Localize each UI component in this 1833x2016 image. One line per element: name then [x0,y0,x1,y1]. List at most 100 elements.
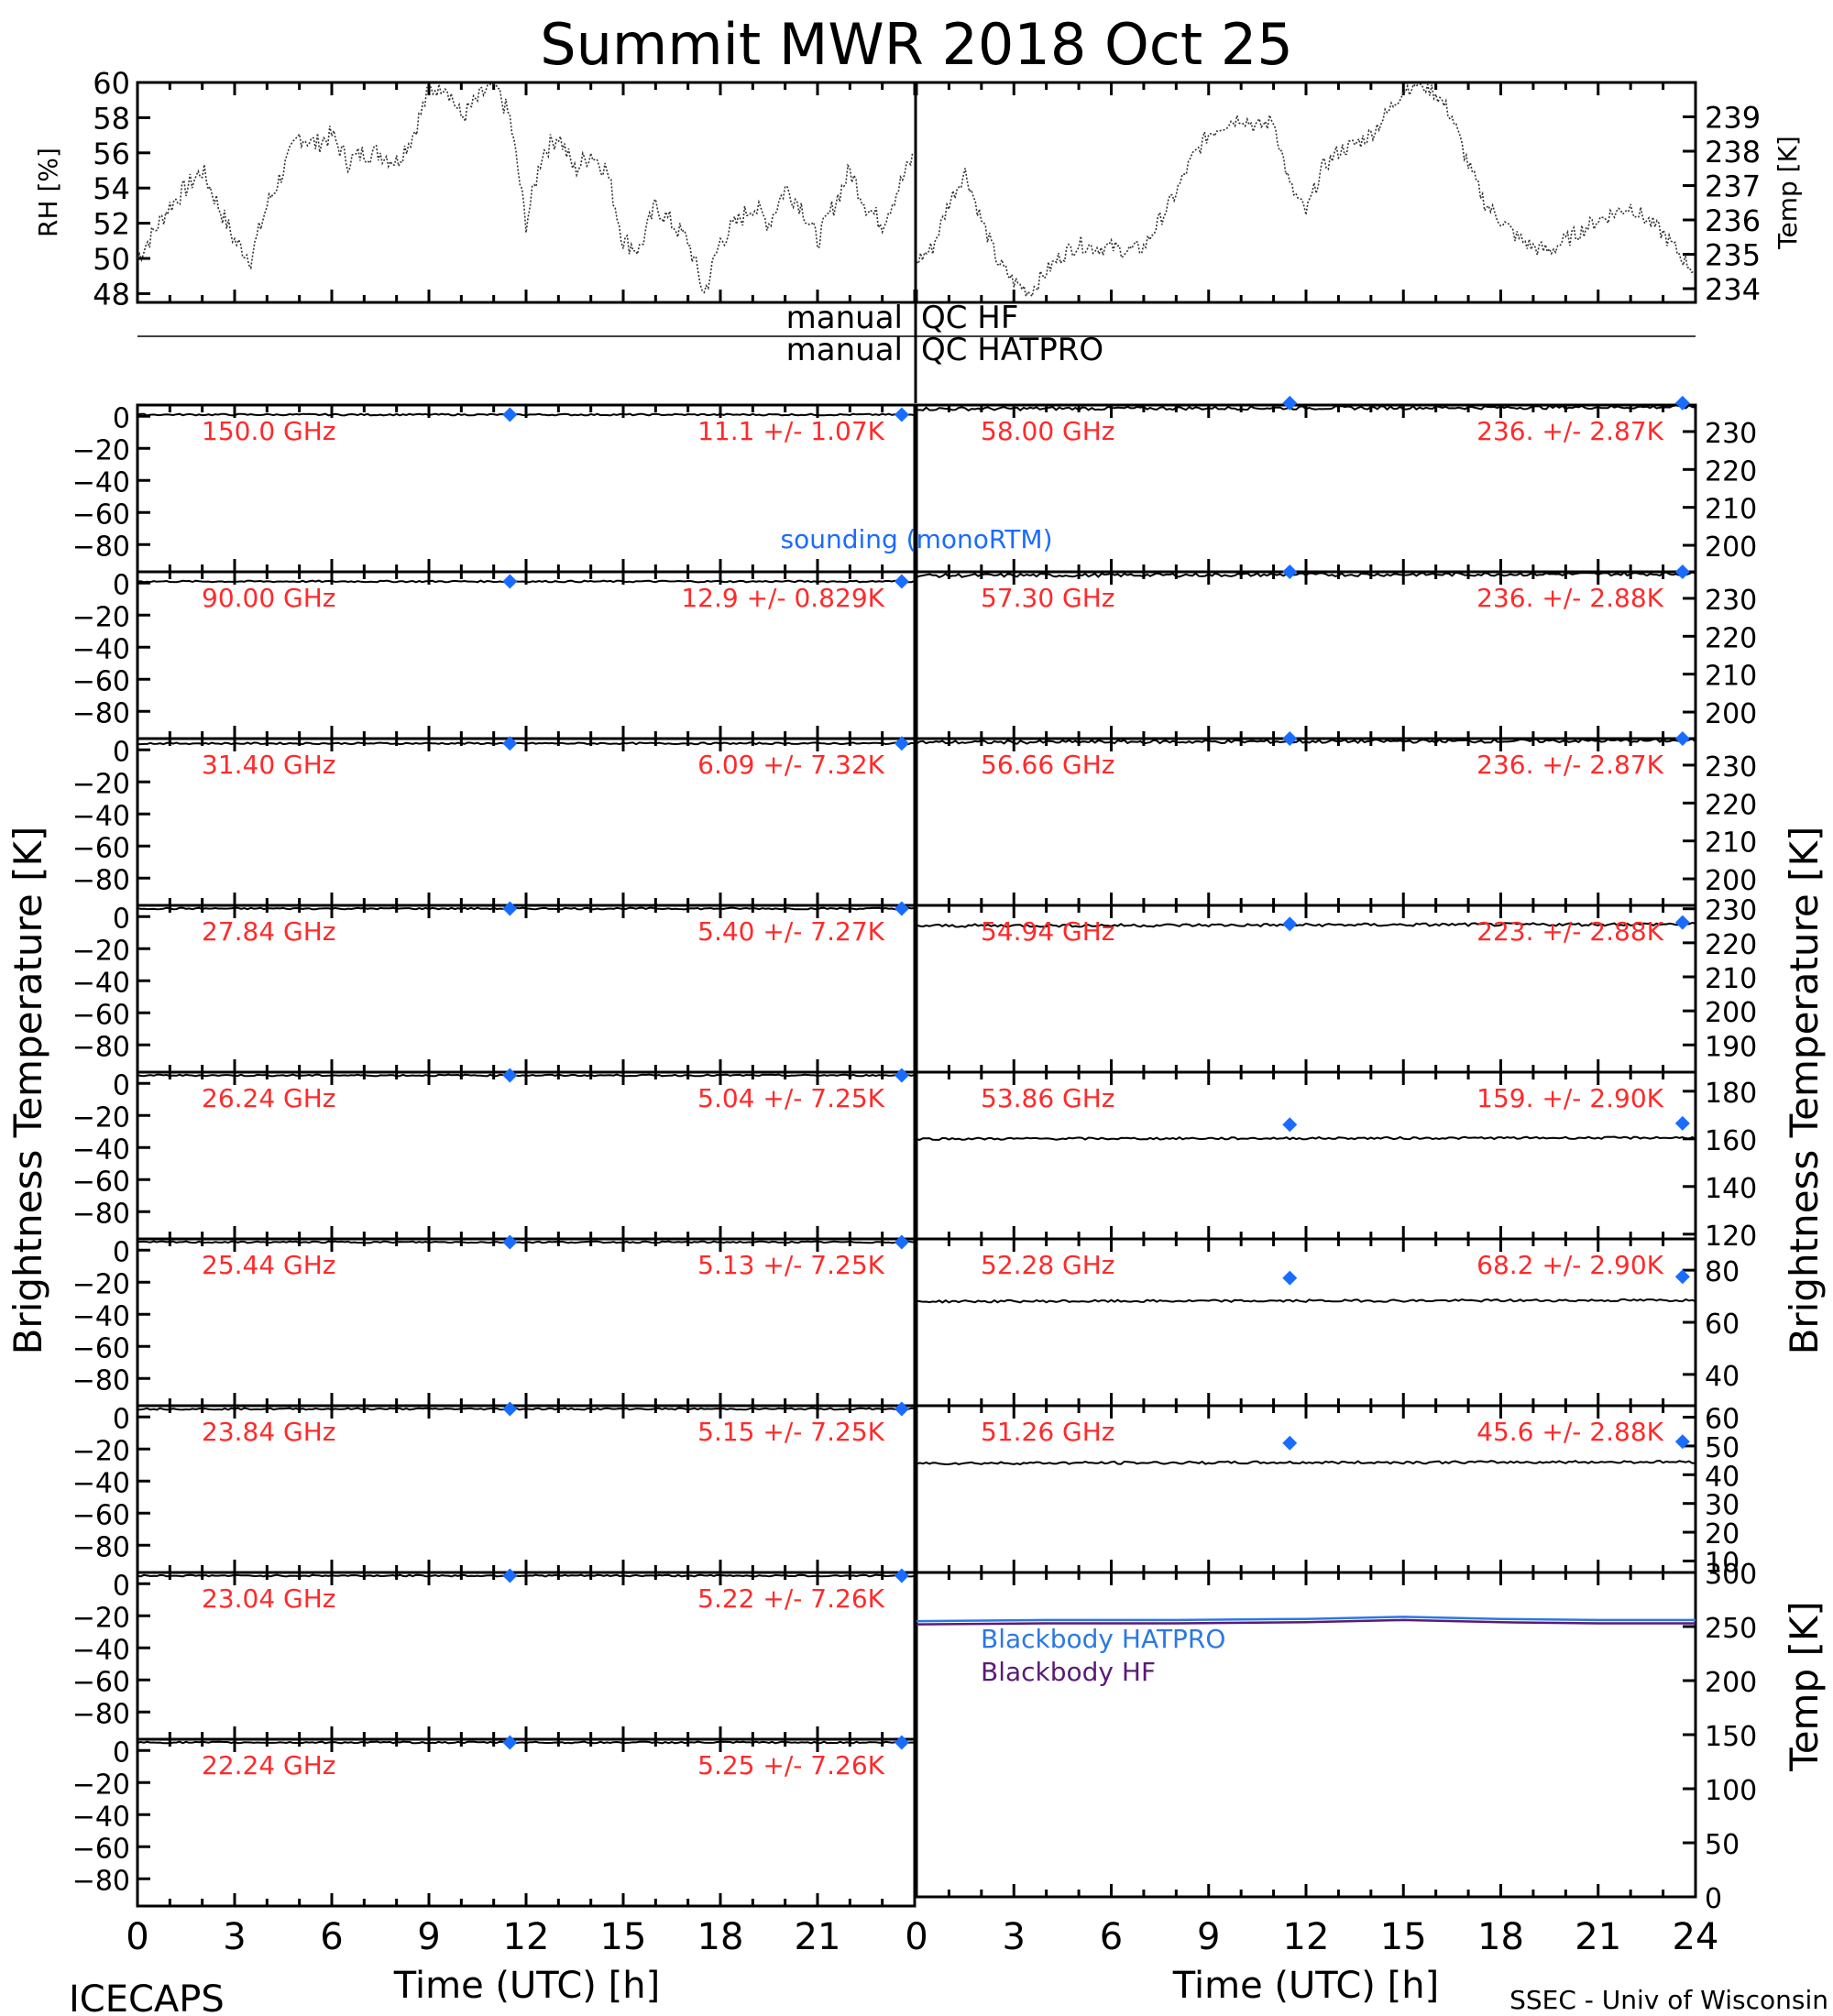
y-tick-label: 54 [93,171,130,206]
hf-channel-trace [137,1407,916,1411]
y-tick-label: −20 [72,1268,130,1300]
x-tick-label: 6 [320,1916,343,1958]
channel-frequency-label: 90.00 GHz [202,583,336,613]
y-tick-label: 52 [93,207,130,242]
sounding-point [1282,395,1298,411]
sounding-point [1674,1434,1690,1450]
channel-stat-label: 5.15 +/- 7.25K [697,1417,884,1447]
y-tick-label: 0 [113,1069,130,1101]
y-tick-label: −40 [72,800,130,832]
qc-label: manual [786,300,903,336]
chart-title: Summit MWR 2018 Oct 25 [540,11,1293,78]
y-tick-label: 210 [1705,494,1757,526]
blackbody-series-line [916,1618,1696,1626]
y-tick-label: 210 [1705,661,1757,693]
x-tick-label: 24 [1673,1916,1719,1958]
channel-stat-label: 6.09 +/- 7.32K [697,750,884,780]
y-tick-label: 220 [1705,622,1757,654]
y-tick-label: 48 [93,277,130,312]
y-tick-label: −60 [72,665,130,697]
y-tick-label: −60 [72,1666,130,1698]
channel-frequency-label: 57.30 GHz [981,583,1115,613]
sounding-point [1674,1269,1690,1285]
y-tick-label: −20 [72,1101,130,1134]
y-tick-label: 0 [113,569,130,601]
channel-stat-label: 68.2 +/- 2.90K [1476,1250,1663,1280]
y-tick-label: 100 [1705,1775,1757,1807]
x-tick-label: 12 [1283,1916,1330,1958]
hatpro-channel-trace [916,1298,1696,1304]
y-tick-label: −20 [72,768,130,800]
y-tick-label: −40 [72,1634,130,1666]
y-tick-label: 200 [1705,997,1757,1029]
y-tick-label: −60 [72,1833,130,1865]
y-tick-label: 238 [1705,135,1761,170]
hatpro-channel-trace [916,738,1696,745]
sounding-point [894,1234,909,1250]
x-tick-label: 3 [223,1916,246,1958]
sounding-point [502,1234,518,1250]
y-tick-label: 50 [93,242,130,277]
y-tick-label: −60 [72,832,130,864]
y-tick-label: 200 [1705,531,1757,564]
y-tick-label: −40 [72,967,130,999]
channel-frequency-label: 58.00 GHz [981,416,1115,446]
y-tick-label: −20 [72,935,130,967]
footer-left: ICECAPS [69,1978,225,2016]
y-tick-label: 200 [1705,865,1757,897]
hf-channel-trace [137,1073,916,1078]
qc-label: QC HATPRO [921,332,1103,368]
channel-stat-label: 236. +/- 2.87K [1476,750,1663,780]
y-tick-label: 20 [1705,1518,1740,1550]
sounding-point [894,407,909,422]
y-tick-label: −80 [72,1865,130,1897]
sounding-point [502,1068,518,1083]
y-tick-label: 60 [1705,1309,1740,1341]
x-tick-label: 21 [795,1916,841,1958]
hatpro-channel-trace [916,404,1696,412]
blackbody-legend-label: Blackbody HATPRO [981,1624,1225,1654]
channel-stat-label: 159. +/- 2.90K [1476,1083,1663,1113]
channel-stat-label: 236. +/- 2.87K [1476,416,1663,446]
channel-stat-label: 223. +/- 2.88K [1476,916,1663,947]
y-tick-label: −40 [72,1801,130,1833]
temp-series [916,82,1694,299]
y-tick-label: 160 [1705,1125,1757,1157]
y-tick-label: −60 [72,1166,130,1198]
sounding-point [894,1568,909,1583]
y-tick-label: 60 [1705,1404,1740,1436]
sounding-point [894,1401,909,1417]
rh-series [137,83,914,294]
channel-frequency-label: 23.84 GHz [202,1417,336,1447]
y-tick-label: 180 [1705,1078,1757,1110]
y-tick-label: 0 [113,1737,130,1769]
y-tick-label: −20 [72,1602,130,1634]
y-tick-label: 200 [1705,698,1757,730]
channel-frequency-label: 23.04 GHz [202,1583,336,1614]
hf-channel-trace [137,1240,916,1244]
y-tick-label: −60 [72,499,130,531]
hf-channel-trace [137,906,916,911]
brightness-axis-label-right: Brightness Temperature [K] [1782,827,1827,1355]
sounding-point [1282,1117,1298,1133]
x-tick-label: 3 [1003,1916,1026,1958]
sounding-point [1674,1115,1690,1131]
y-tick-label: 235 [1705,238,1761,273]
y-tick-label: 190 [1705,1031,1757,1063]
sounding-point [502,1735,518,1750]
y-tick-label: 220 [1705,455,1757,488]
sounding-point [1674,564,1690,579]
y-tick-label: −20 [72,434,130,466]
sounding-point [502,901,518,916]
y-tick-label: −40 [72,1300,130,1332]
hf-channel-trace [137,1740,916,1745]
y-tick-label: 0 [113,1236,130,1268]
hf-channel-trace [137,1573,916,1578]
channel-frequency-label: 53.86 GHz [981,1083,1115,1113]
sounding-point [894,1735,909,1750]
blackbody-series-line [916,1616,1696,1623]
channel-stat-label: 5.04 +/- 7.25K [697,1083,884,1113]
channel-stat-label: 11.1 +/- 1.07K [697,416,884,446]
channel-stat-label: 5.22 +/- 7.26K [697,1583,884,1614]
